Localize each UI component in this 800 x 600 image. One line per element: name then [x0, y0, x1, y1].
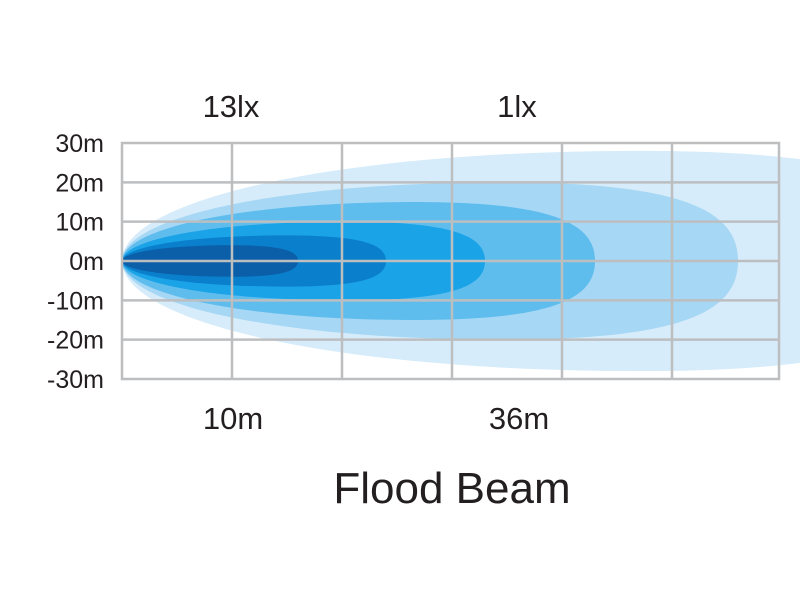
x-tick-label: 36m: [489, 401, 549, 436]
y-tick-label: 0m: [69, 248, 104, 276]
lux-label: 1lx: [497, 89, 537, 124]
lux-label: 13lx: [203, 89, 260, 124]
chart-grid: [120, 141, 781, 381]
y-tick-label: -10m: [47, 287, 104, 315]
chart-title: Flood Beam: [333, 464, 570, 513]
y-axis-ticks: 30m 20m 10m 0m -10m -20m -30m: [47, 130, 104, 394]
y-tick-label: 10m: [55, 209, 104, 237]
y-tick-label: 30m: [55, 130, 104, 158]
lux-labels: 13lx1lx0.25lx: [203, 89, 538, 124]
x-axis-ticks: 10m36m72m: [203, 401, 549, 436]
y-tick-label: -30m: [47, 366, 104, 394]
x-tick-label: 10m: [203, 401, 263, 436]
y-tick-label: -20m: [47, 327, 104, 355]
y-tick-label: 20m: [55, 169, 104, 197]
plot-frame: [120, 141, 781, 381]
